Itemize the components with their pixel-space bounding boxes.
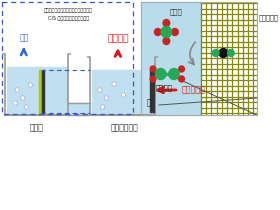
Circle shape	[228, 50, 234, 56]
Circle shape	[112, 82, 116, 86]
Text: 水: 水	[146, 98, 151, 107]
Circle shape	[212, 50, 219, 56]
Circle shape	[161, 26, 172, 38]
Circle shape	[150, 66, 156, 72]
Text: 二酸化炭素: 二酸化炭素	[259, 14, 279, 21]
Text: 炎化水素: 炎化水素	[107, 34, 129, 43]
Bar	[7, 67, 67, 115]
Circle shape	[163, 20, 170, 26]
Bar	[42, 70, 44, 113]
Circle shape	[163, 38, 170, 45]
Circle shape	[104, 96, 109, 100]
Circle shape	[179, 66, 185, 72]
Bar	[141, 2, 201, 115]
Text: メタン: メタン	[169, 8, 182, 15]
Circle shape	[219, 49, 228, 58]
Text: 二酸化炭素: 二酸化炭素	[182, 85, 205, 94]
Bar	[92, 70, 153, 115]
Circle shape	[155, 29, 161, 35]
Text: CIS 薄膜太陽電池の積層構造: CIS 薄膜太陽電池の積層構造	[48, 16, 89, 21]
Circle shape	[98, 88, 102, 92]
Circle shape	[122, 93, 126, 97]
Bar	[150, 70, 154, 112]
Circle shape	[169, 68, 179, 80]
Text: 酸素: 酸素	[19, 33, 28, 42]
Text: エチレン: エチレン	[156, 84, 173, 91]
Bar	[68, 103, 90, 115]
Circle shape	[21, 96, 25, 100]
Circle shape	[179, 76, 185, 82]
Bar	[141, 2, 257, 115]
Circle shape	[15, 88, 19, 92]
Text: 光陽極: 光陽極	[29, 123, 43, 132]
Circle shape	[155, 68, 166, 80]
Circle shape	[25, 105, 29, 109]
Circle shape	[150, 76, 156, 82]
Bar	[2, 2, 133, 114]
Circle shape	[101, 105, 105, 109]
Circle shape	[13, 101, 17, 105]
Text: 体光触媒とソーラーフロンティア共製: 体光触媒とソーラーフロンティア共製	[44, 8, 93, 13]
Circle shape	[172, 29, 178, 35]
Bar	[39, 70, 42, 113]
Text: ガス拡散電極: ガス拡散電極	[111, 123, 138, 132]
Circle shape	[28, 83, 32, 87]
